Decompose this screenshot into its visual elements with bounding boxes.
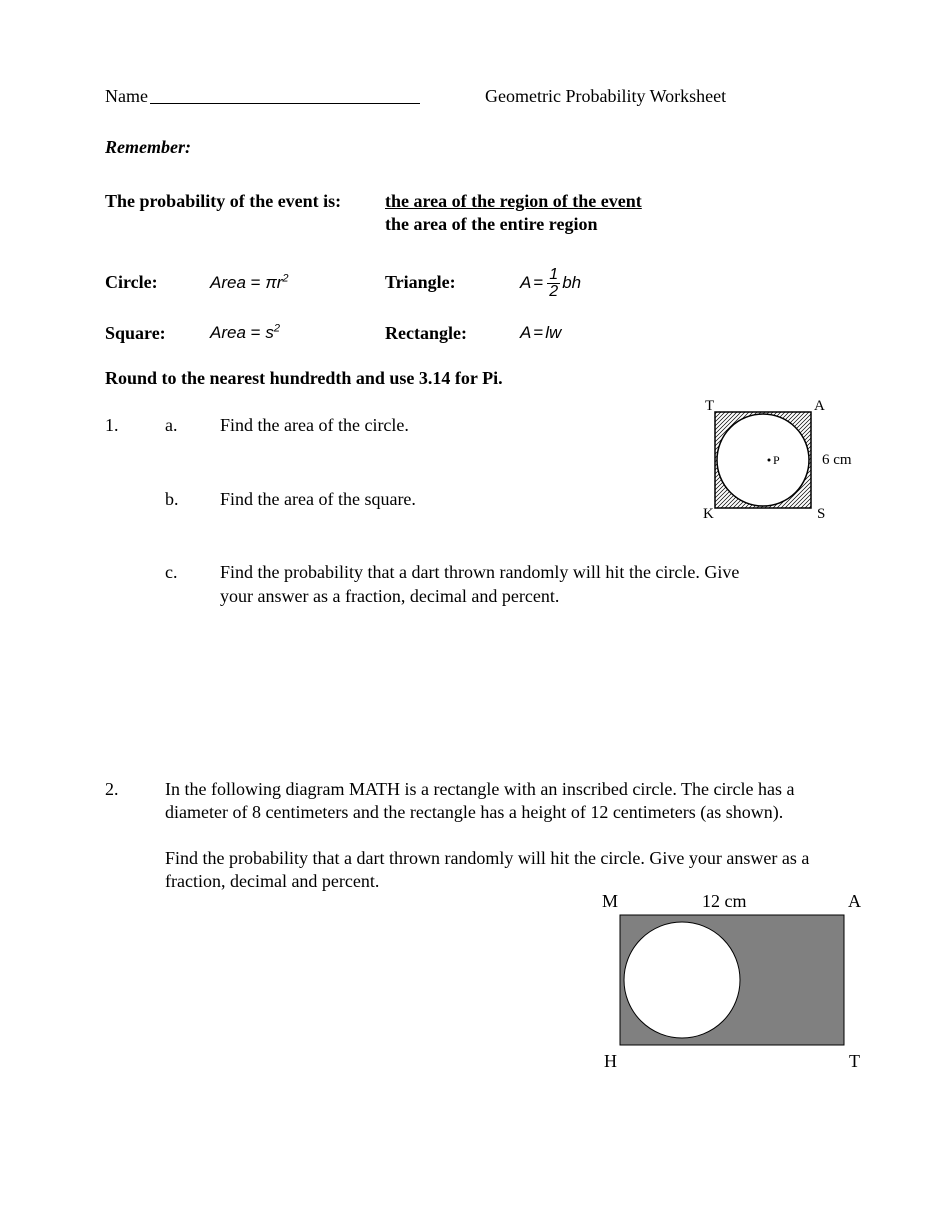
fig2-bl-label: H [604, 1051, 617, 1071]
fig1-dimension: 6 cm [822, 452, 852, 468]
square-formula: Area = s2 [210, 322, 385, 344]
p1c-text: Find the probability that a dart thrown … [220, 561, 740, 608]
triangle-label: Triangle: [385, 271, 520, 294]
problem-1-number: 1. [105, 414, 165, 658]
fig1-tl-label: T [705, 400, 714, 414]
p1a-text: Find the area of the circle. [220, 414, 740, 437]
worksheet-title: Geometric Probability Worksheet [485, 85, 726, 108]
probability-denominator: the area of the entire region [385, 214, 597, 234]
probability-definition: The probability of the event is: the are… [105, 190, 870, 237]
formula-table: Circle: Area = πr2 Triangle: A = 1 2 bh … [105, 267, 870, 345]
worksheet-page: Name Geometric Probability Worksheet Rem… [0, 0, 950, 1230]
probability-fraction: the area of the region of the event the … [385, 190, 642, 237]
fig1-bl-label: K [703, 506, 714, 520]
fig1-center-label: P [773, 453, 780, 467]
triangle-fraction: 1 2 [547, 267, 560, 300]
figure-1: P T A K S 6 cm [697, 400, 872, 520]
header-row: Name Geometric Probability Worksheet [105, 85, 870, 108]
fig2-tl-label: M [602, 891, 618, 911]
p1a-letter: a. [165, 414, 220, 437]
p1c-letter: c. [165, 561, 220, 608]
fig2-br-label: T [849, 1051, 860, 1071]
p1b-letter: b. [165, 488, 220, 511]
circle-label: Circle: [105, 271, 210, 294]
probability-lead: The probability of the event is: [105, 190, 385, 237]
figure-2-svg: M A H T 12 cm [602, 885, 862, 1075]
fig2-dimension: 12 cm [702, 891, 747, 911]
rounding-note: Round to the nearest hundredth and use 3… [105, 367, 870, 390]
formula-row-2: Square: Area = s2 Rectangle: A = lw [105, 322, 870, 345]
figure-1-svg: P T A K S 6 cm [697, 400, 872, 520]
fig1-tr-label: A [814, 400, 825, 414]
p2-paragraph-1: In the following diagram MATH is a recta… [165, 778, 845, 825]
square-label: Square: [105, 322, 210, 345]
remember-label: Remember: [105, 136, 870, 159]
triangle-formula: A = 1 2 bh [520, 267, 581, 300]
p1b-text: Find the area of the square. [220, 488, 740, 511]
fig2-tr-label: A [848, 891, 861, 911]
probability-numerator: the area of the region of the event [385, 190, 642, 213]
figure-2: M A H T 12 cm [602, 885, 862, 1075]
circle-formula: Area = πr2 [210, 272, 385, 294]
fig1-br-label: S [817, 506, 825, 520]
rectangle-label: Rectangle: [385, 322, 520, 345]
name-label: Name [105, 85, 148, 108]
name-blank-line [150, 85, 420, 104]
problem-1c: c. Find the probability that a dart thro… [165, 561, 870, 608]
rectangle-formula: A = lw [520, 322, 561, 344]
problem-2-number: 2. [105, 778, 165, 916]
formula-row-1: Circle: Area = πr2 Triangle: A = 1 2 bh [105, 267, 870, 300]
